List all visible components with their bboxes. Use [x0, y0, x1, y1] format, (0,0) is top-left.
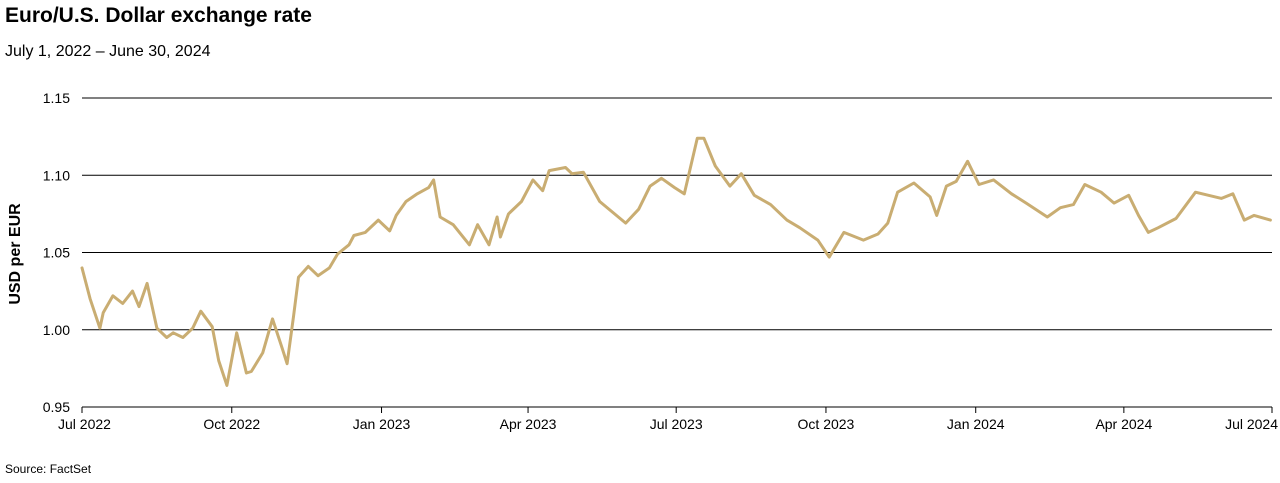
x-axis: Jul 2022 Oct 2022 Jan 2023 Apr 2023 Jul 2023…	[58, 407, 1278, 432]
x-tick-label: Jul 2024	[1225, 416, 1278, 432]
y-axis-ticks: 0.95 1.00 1.05 1.10 1.15	[43, 90, 70, 415]
y-tick-label: 1.00	[43, 322, 70, 338]
x-tick-label: Oct 2022	[203, 416, 260, 432]
series-layer	[80, 136, 1272, 387]
gridlines	[82, 97, 1272, 408]
x-tick-label: Oct 2023	[798, 416, 855, 432]
y-tick-label: 1.10	[43, 167, 70, 183]
x-tick-label: Apr 2023	[500, 416, 557, 432]
y-tick-label: 1.15	[43, 90, 70, 106]
x-tick-label: Jan 2024	[947, 416, 1005, 432]
x-tick-label: Apr 2024	[1095, 416, 1152, 432]
x-tick-label: Jul 2023	[650, 416, 703, 432]
chart-title: Euro/U.S. Dollar exchange rate	[5, 4, 312, 27]
y-tick-label: 1.05	[43, 245, 70, 261]
source-note: Source: FactSet	[5, 462, 92, 476]
chart-subtitle: July 1, 2022 – June 30, 2024	[5, 43, 211, 60]
x-tick-label: Jan 2023	[353, 416, 411, 432]
y-axis-label: USD per EUR	[7, 203, 24, 305]
y-tick-label: 0.95	[43, 399, 70, 415]
series-line-usd-per-eur	[80, 136, 1272, 387]
x-tick-label: Jul 2022	[58, 416, 111, 432]
